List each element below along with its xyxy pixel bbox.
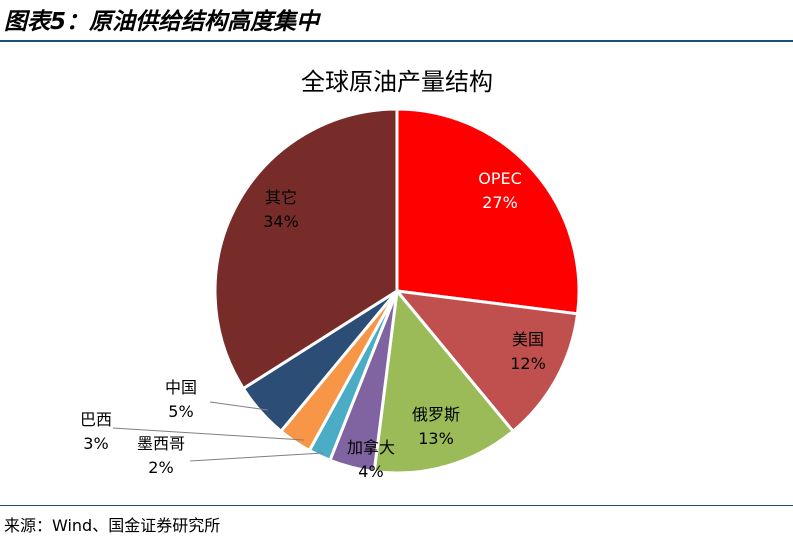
pie-slice [213,107,399,391]
heading-rule [0,40,793,42]
slice-value-label: 27% [482,193,518,212]
slice-value-label: 5% [168,402,193,421]
slice-value-label: 13% [418,429,454,448]
slice-value-label: 3% [83,434,108,453]
pie-slice [395,107,581,316]
chart-title: 全球原油产量结构 [301,68,493,96]
slice-category-label: 巴西 [80,410,112,429]
slice-category-label: 墨西哥 [137,434,185,453]
slice-value-label: 34% [263,212,299,231]
slice-value-label: 2% [148,458,173,477]
leader-lines [112,401,324,462]
source-note: 来源：Wind、国金证券研究所 [4,516,221,535]
leader-line [112,427,305,441]
pie-slices [213,107,581,475]
slice-value-label: 4% [358,462,383,481]
pie-chart: 全球原油产量结构 OPEC 27% 美国 12% 俄罗斯 13% 加拿大 4% 墨西哥 2% 巴西 3… [80,68,581,481]
pie-slice [395,289,580,433]
leader-line [189,452,324,462]
slice-category-label: 其它 [265,188,297,207]
figure-heading: 图表5：原油供给结构高度集中 [4,9,320,35]
pie-slice [372,289,515,475]
slice-category-label: 中国 [165,378,197,397]
source-rule [0,505,793,506]
slice-category-label: 加拿大 [347,438,395,457]
slice-labels: OPEC 27% 美国 12% 俄罗斯 13% 加拿大 4% 墨西哥 2% 巴西 3% 中国 5% 其它 34… [80,169,546,481]
slice-value-label: 12% [510,354,546,373]
leader-line [209,401,269,411]
slice-category-label: 美国 [512,330,544,349]
slice-category-label: OPEC [478,169,522,188]
slice-category-label: 俄罗斯 [412,405,460,424]
